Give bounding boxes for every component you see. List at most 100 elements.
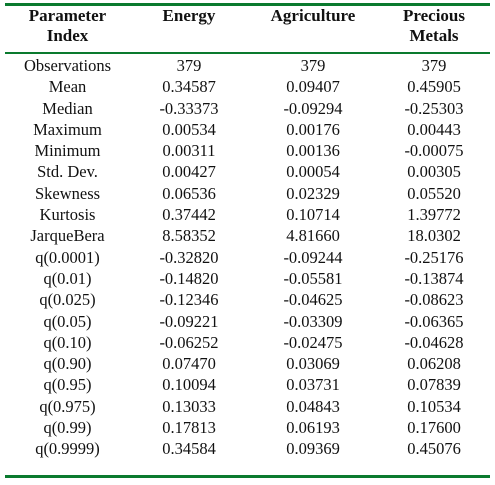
row-label: Median [42, 98, 93, 118]
precious-metals-cell: 0.10534 [407, 396, 461, 416]
precious-metals-cell: -0.25176 [404, 247, 464, 267]
energy-cell: -0.12346 [159, 290, 219, 310]
agriculture-cell: -0.04625 [283, 290, 343, 310]
row-label: q(0.05) [43, 311, 92, 331]
table-row: q(0.05) -0.09221 -0.03309 -0.06365 [5, 311, 490, 332]
energy-cell: 0.17813 [162, 418, 216, 438]
energy-cell: 0.34584 [162, 439, 216, 459]
table-top-rule [5, 3, 490, 6]
row-label: Maximum [33, 119, 102, 139]
precious-metals-cell: 0.45076 [407, 439, 461, 459]
agriculture-cell: 0.02329 [286, 183, 340, 203]
table-row: Skewness 0.06536 0.02329 0.05520 [5, 183, 490, 204]
energy-cell: -0.09221 [159, 311, 219, 331]
table-row: q(0.95) 0.10094 0.03731 0.07839 [5, 374, 490, 395]
precious-metals-cell: 0.45905 [407, 77, 461, 97]
row-label: JarqueBera [30, 226, 105, 246]
energy-cell: 0.00311 [162, 141, 216, 161]
precious-metals-cell: -0.04628 [404, 332, 464, 352]
precious-metals-cell: -0.08623 [404, 290, 464, 310]
table-row: Observations 379 379 379 [5, 52, 490, 76]
precious-metals-cell: 0.05520 [407, 183, 461, 203]
table-bottom-rule [5, 475, 490, 478]
row-label: Std. Dev. [37, 162, 98, 182]
table-row: q(0.99) 0.17813 0.06193 0.17600 [5, 417, 490, 438]
agriculture-cell: -0.09294 [283, 98, 343, 118]
row-label: q(0.95) [43, 375, 92, 395]
table-row: Std. Dev. 0.00427 0.00054 0.00305 [5, 161, 490, 182]
table-header-row: Parameter Index Energy Agriculture Preci… [5, 6, 490, 52]
precious-metals-cell: 0.06208 [407, 354, 461, 374]
row-label: q(0.9999) [35, 439, 100, 459]
table-row: Maximum 0.00534 0.00176 0.00443 [5, 119, 490, 140]
precious-metals-cell: 1.39772 [407, 205, 461, 225]
row-label: q(0.10) [43, 332, 92, 352]
precious-metals-cell: -0.00075 [404, 141, 464, 161]
descriptive-statistics-table: Parameter Index Energy Agriculture Preci… [5, 6, 490, 460]
agriculture-cell: 0.00054 [286, 162, 340, 182]
precious-metals-cell: -0.25303 [404, 98, 464, 118]
table-row: q(0.9999) 0.34584 0.09369 0.45076 [5, 438, 490, 459]
row-label: q(0.975) [39, 396, 96, 416]
table-row: q(0.10) -0.06252 -0.02475 -0.04628 [5, 332, 490, 353]
row-label: Minimum [34, 141, 101, 161]
header-precious-line1: Precious [402, 6, 465, 25]
energy-cell: -0.33373 [159, 98, 219, 118]
row-label: Skewness [34, 183, 101, 203]
energy-cell: 379 [176, 56, 202, 75]
energy-cell: -0.06252 [159, 332, 219, 352]
header-parameter-line2: Index [46, 26, 89, 45]
agriculture-cell: 0.03731 [286, 375, 340, 395]
precious-metals-cell: 0.17600 [407, 418, 461, 438]
energy-cell: 0.34587 [162, 77, 216, 97]
row-label: q(0.99) [43, 418, 92, 438]
table-row: Kurtosis 0.37442 0.10714 1.39772 [5, 204, 490, 225]
energy-cell: 8.58352 [162, 226, 216, 246]
table-row: q(0.025) -0.12346 -0.04625 -0.08623 [5, 289, 490, 310]
row-label: Mean [48, 77, 87, 97]
header-agriculture-label: Agriculture [270, 6, 356, 25]
energy-cell: 0.00427 [162, 162, 216, 182]
energy-cell: 0.06536 [162, 183, 216, 203]
table-row: Median -0.33373 -0.09294 -0.25303 [5, 98, 490, 119]
table-body: Observations 379 379 379 Mean 0.34587 0.09407 0… [5, 52, 490, 460]
header-precious-metals: Precious Metals [378, 6, 490, 52]
agriculture-cell: 4.81660 [286, 226, 340, 246]
table-row: q(0.01) -0.14820 -0.05581 -0.13874 [5, 268, 490, 289]
table-row: q(0.0001) -0.32820 -0.09244 -0.25176 [5, 247, 490, 268]
agriculture-cell: 0.00176 [286, 119, 340, 139]
row-label: q(0.0001) [35, 247, 100, 267]
energy-cell: 0.07470 [162, 354, 216, 374]
precious-metals-cell: -0.06365 [404, 311, 464, 331]
agriculture-cell: -0.02475 [283, 332, 343, 352]
row-label: q(0.01) [43, 268, 92, 288]
precious-metals-cell: -0.13874 [404, 268, 464, 288]
agriculture-cell: -0.09244 [283, 247, 343, 267]
precious-metals-cell: 0.07839 [407, 375, 461, 395]
row-label: Observations [23, 56, 112, 75]
row-label: q(0.025) [39, 290, 96, 310]
energy-cell: -0.14820 [159, 268, 219, 288]
agriculture-cell: 0.04843 [286, 396, 340, 416]
header-agriculture: Agriculture [248, 6, 378, 52]
agriculture-cell: 0.06193 [286, 418, 340, 438]
header-parameter-line1: Parameter [28, 6, 107, 25]
energy-cell: 0.10094 [162, 375, 216, 395]
header-energy-label: Energy [162, 6, 216, 25]
header-energy: Energy [130, 6, 248, 52]
table-row: Mean 0.34587 0.09407 0.45905 [5, 76, 490, 97]
precious-metals-cell: 379 [421, 56, 447, 75]
agriculture-cell: 0.10714 [286, 205, 340, 225]
table-row: Minimum 0.00311 0.00136 -0.00075 [5, 140, 490, 161]
table-header-rule [5, 52, 490, 54]
row-label: Kurtosis [39, 205, 96, 225]
agriculture-cell: 0.00136 [286, 141, 340, 161]
precious-metals-cell: 0.00305 [407, 162, 461, 182]
agriculture-cell: 379 [300, 56, 326, 75]
agriculture-cell: -0.03309 [283, 311, 343, 331]
agriculture-cell: 0.09407 [286, 77, 340, 97]
energy-cell: 0.13033 [162, 396, 216, 416]
agriculture-cell: 0.09369 [286, 439, 340, 459]
header-precious-line2: Metals [409, 26, 459, 45]
